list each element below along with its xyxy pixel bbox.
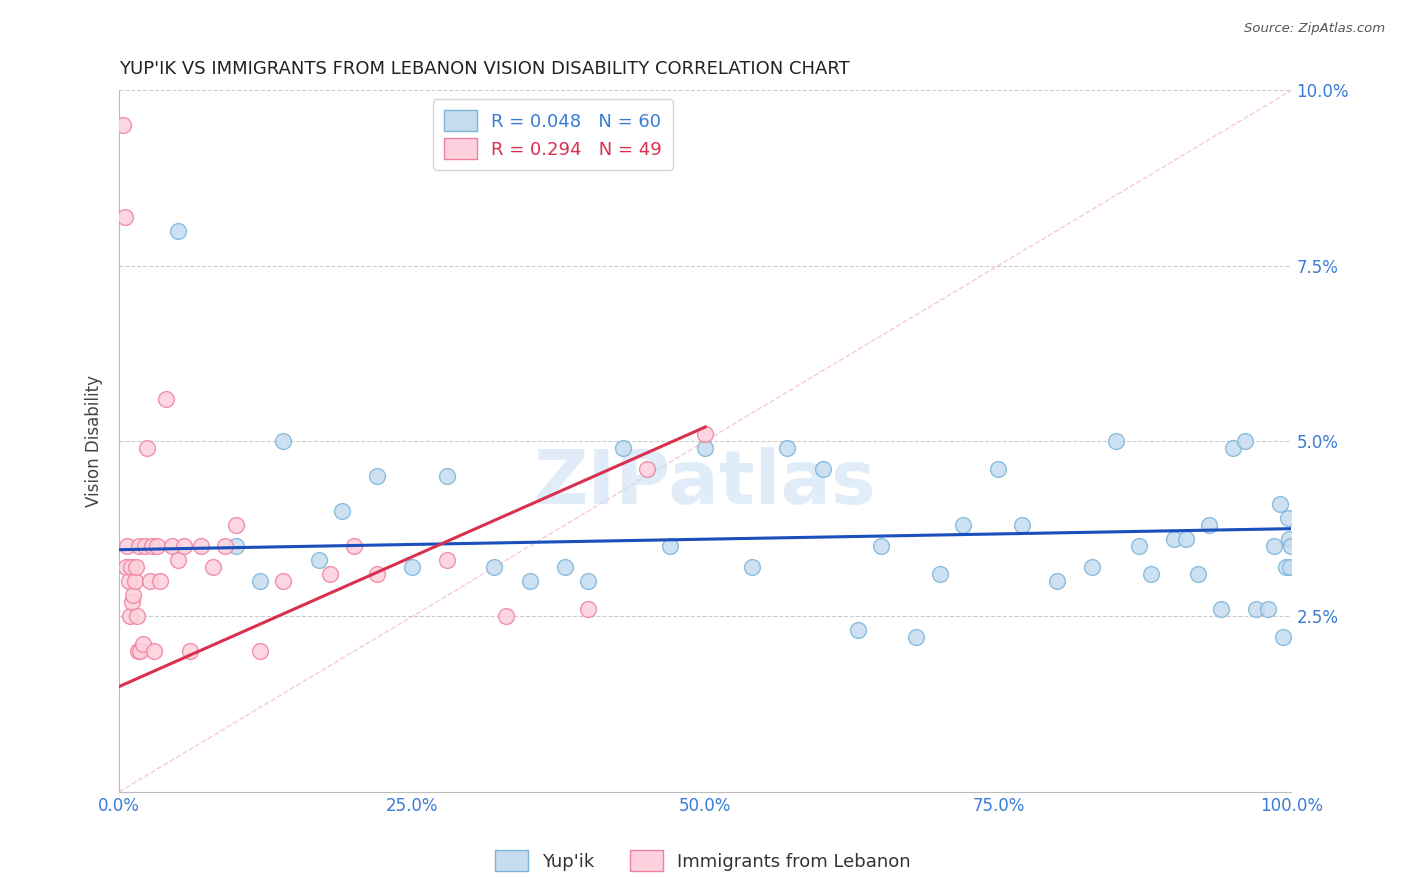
Point — [928, 567, 950, 582]
Point — [118, 574, 141, 589]
Point — [1211, 602, 1233, 616]
Point — [129, 644, 152, 658]
Point — [173, 539, 195, 553]
Point — [1011, 518, 1033, 533]
Point — [127, 644, 149, 658]
Point — [1104, 434, 1126, 448]
Point — [167, 553, 190, 567]
Point — [319, 567, 342, 582]
Point — [308, 553, 330, 567]
Point — [179, 644, 201, 658]
Point — [1268, 497, 1291, 511]
Point — [134, 539, 156, 553]
Point — [484, 560, 506, 574]
Point — [330, 504, 353, 518]
Point — [111, 119, 134, 133]
Legend: R = 0.048   N = 60, R = 0.294   N = 49: R = 0.048 N = 60, R = 0.294 N = 49 — [433, 99, 672, 169]
Point — [1128, 539, 1150, 553]
Point — [125, 560, 148, 574]
Point — [366, 567, 388, 582]
Point — [249, 644, 271, 658]
Text: YUP'IK VS IMMIGRANTS FROM LEBANON VISION DISABILITY CORRELATION CHART: YUP'IK VS IMMIGRANTS FROM LEBANON VISION… — [120, 60, 851, 78]
Point — [143, 644, 166, 658]
Point — [1246, 602, 1268, 616]
Point — [1278, 532, 1301, 546]
Point — [136, 441, 159, 455]
Point — [1163, 532, 1185, 546]
Legend: Yup'ik, Immigrants from Lebanon: Yup'ik, Immigrants from Lebanon — [488, 843, 918, 879]
Point — [636, 462, 658, 476]
Point — [190, 539, 212, 553]
Point — [214, 539, 236, 553]
Point — [1277, 511, 1299, 525]
Point — [495, 609, 517, 624]
Point — [811, 462, 834, 476]
Point — [1281, 539, 1303, 553]
Point — [436, 553, 458, 567]
Point — [952, 518, 974, 533]
Point — [1175, 532, 1198, 546]
Point — [1222, 441, 1244, 455]
Point — [115, 560, 138, 574]
Point — [121, 595, 143, 609]
Point — [905, 631, 928, 645]
Point — [128, 539, 150, 553]
Point — [695, 427, 717, 442]
Text: Source: ZipAtlas.com: Source: ZipAtlas.com — [1244, 22, 1385, 36]
Point — [576, 574, 599, 589]
Point — [1187, 567, 1209, 582]
Point — [120, 560, 142, 574]
Point — [225, 518, 247, 533]
Point — [149, 574, 172, 589]
Point — [202, 560, 225, 574]
Point — [776, 441, 799, 455]
Point — [846, 624, 869, 638]
Point — [612, 441, 634, 455]
Point — [741, 560, 763, 574]
Point — [117, 539, 139, 553]
Point — [519, 574, 541, 589]
Point — [1263, 539, 1285, 553]
Point — [401, 560, 423, 574]
Point — [1279, 560, 1302, 574]
Text: ZIPatlas: ZIPatlas — [534, 447, 877, 519]
Point — [366, 469, 388, 483]
Point — [273, 434, 295, 448]
Point — [1257, 602, 1279, 616]
Point — [249, 574, 271, 589]
Point — [436, 469, 458, 483]
Point — [139, 574, 162, 589]
Point — [1046, 574, 1069, 589]
Point — [141, 539, 163, 553]
Point — [987, 462, 1010, 476]
Point — [695, 441, 717, 455]
Point — [554, 560, 576, 574]
Point — [132, 637, 155, 651]
Point — [122, 588, 145, 602]
Point — [1081, 560, 1104, 574]
Point — [1272, 631, 1295, 645]
Point — [659, 539, 682, 553]
Point — [124, 574, 146, 589]
Point — [1198, 518, 1220, 533]
Point — [146, 539, 169, 553]
Point — [225, 539, 247, 553]
Point — [167, 223, 190, 237]
Point — [343, 539, 366, 553]
Point — [114, 210, 136, 224]
Point — [870, 539, 893, 553]
Point — [155, 392, 177, 406]
Point — [160, 539, 183, 553]
Point — [576, 602, 599, 616]
Point — [1274, 560, 1296, 574]
Point — [1139, 567, 1161, 582]
Point — [273, 574, 295, 589]
Point — [1233, 434, 1256, 448]
Point — [125, 609, 148, 624]
Y-axis label: Vision Disability: Vision Disability — [86, 375, 103, 507]
Point — [118, 609, 141, 624]
